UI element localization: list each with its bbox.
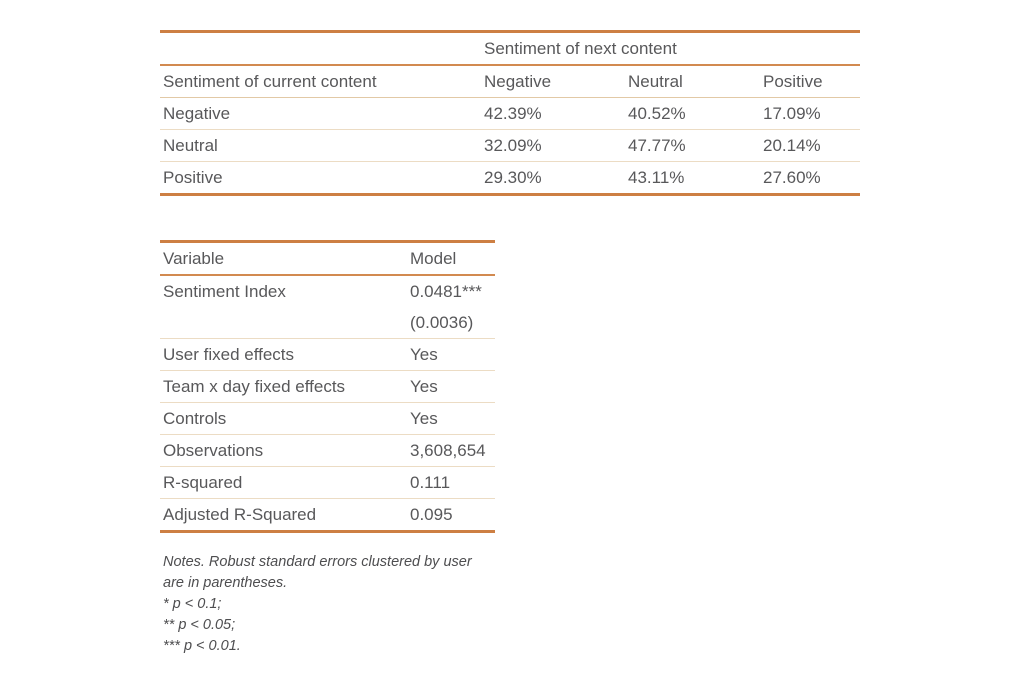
spanner-row: Sentiment of next content (160, 31, 860, 66)
row-header-label: Sentiment of current content (160, 65, 481, 98)
column-header-row: Variable Model (160, 241, 495, 276)
table-row: Team x day fixed effects Yes (160, 370, 495, 403)
column-header-negative: Negative (481, 65, 625, 98)
notes-sig-1: * p < 0.1; (163, 596, 222, 612)
sentiment-transition-table: Sentiment of next content Sentiment of c… (160, 30, 860, 196)
table-notes: Notes. Robust standard errors clustered … (163, 552, 493, 657)
cell-value: 29.30% (484, 168, 542, 187)
cell-value: Yes (407, 402, 495, 435)
notes-sig-3: *** p < 0.01. (163, 638, 241, 654)
row-label: R-squared (160, 466, 407, 499)
row-label (160, 307, 407, 339)
table-row: User fixed effects Yes (160, 338, 495, 371)
table-row: Observations 3,608,654 (160, 434, 495, 467)
table-row: Controls Yes (160, 402, 495, 435)
spanner-label: Sentiment of next content (481, 31, 860, 66)
cell-value: 27.60% (763, 168, 821, 187)
cell-value: (0.0036) (407, 307, 495, 339)
row-label: Negative (160, 97, 481, 130)
row-label: Positive (163, 168, 223, 187)
cell-value: 42.39% (481, 97, 625, 130)
column-header-positive: Positive (760, 65, 860, 98)
row-label: Neutral (160, 129, 481, 162)
cell-value: 0.0481*** (410, 282, 482, 301)
table-row: R-squared 0.111 (160, 466, 495, 499)
cell-value: 3,608,654 (407, 434, 495, 467)
cell-value: Yes (407, 370, 495, 403)
row-label: Sentiment Index (163, 282, 286, 301)
table-row: Negative 42.39% 40.52% 17.09% (160, 97, 860, 130)
spanner-spacer-cell (160, 31, 481, 66)
table-row: Positive 29.30% 43.11% 27.60% (160, 162, 860, 195)
table-row: (0.0036) (160, 307, 495, 339)
row-label: Observations (160, 434, 407, 467)
table-row: Neutral 32.09% 47.77% 20.14% (160, 129, 860, 162)
cell-value: 0.095 (410, 505, 453, 524)
column-header-model: Model (407, 241, 495, 276)
column-header-neutral: Neutral (625, 65, 760, 98)
cell-value: Yes (407, 338, 495, 371)
column-header-variable: Variable (160, 241, 407, 276)
row-label: Team x day fixed effects (160, 370, 407, 403)
cell-value: 20.14% (760, 129, 860, 162)
row-label: User fixed effects (160, 338, 407, 371)
notes-body: Notes. Robust standard errors clustered … (163, 554, 472, 591)
row-label: Controls (160, 402, 407, 435)
cell-value: 40.52% (625, 97, 760, 130)
row-label: Adjusted R-Squared (163, 505, 317, 524)
cell-value: 17.09% (760, 97, 860, 130)
notes-sig-2: ** p < 0.05; (163, 617, 236, 633)
cell-value: 32.09% (481, 129, 625, 162)
cell-value: 43.11% (628, 168, 685, 187)
table-row: Adjusted R-Squared 0.095 (160, 499, 495, 532)
column-header-row: Sentiment of current content Negative Ne… (160, 65, 860, 98)
cell-value: 47.77% (625, 129, 760, 162)
table-row: Sentiment Index 0.0481*** (160, 275, 495, 307)
regression-results-table: Variable Model Sentiment Index 0.0481***… (160, 240, 495, 533)
cell-value: 0.111 (407, 466, 495, 499)
